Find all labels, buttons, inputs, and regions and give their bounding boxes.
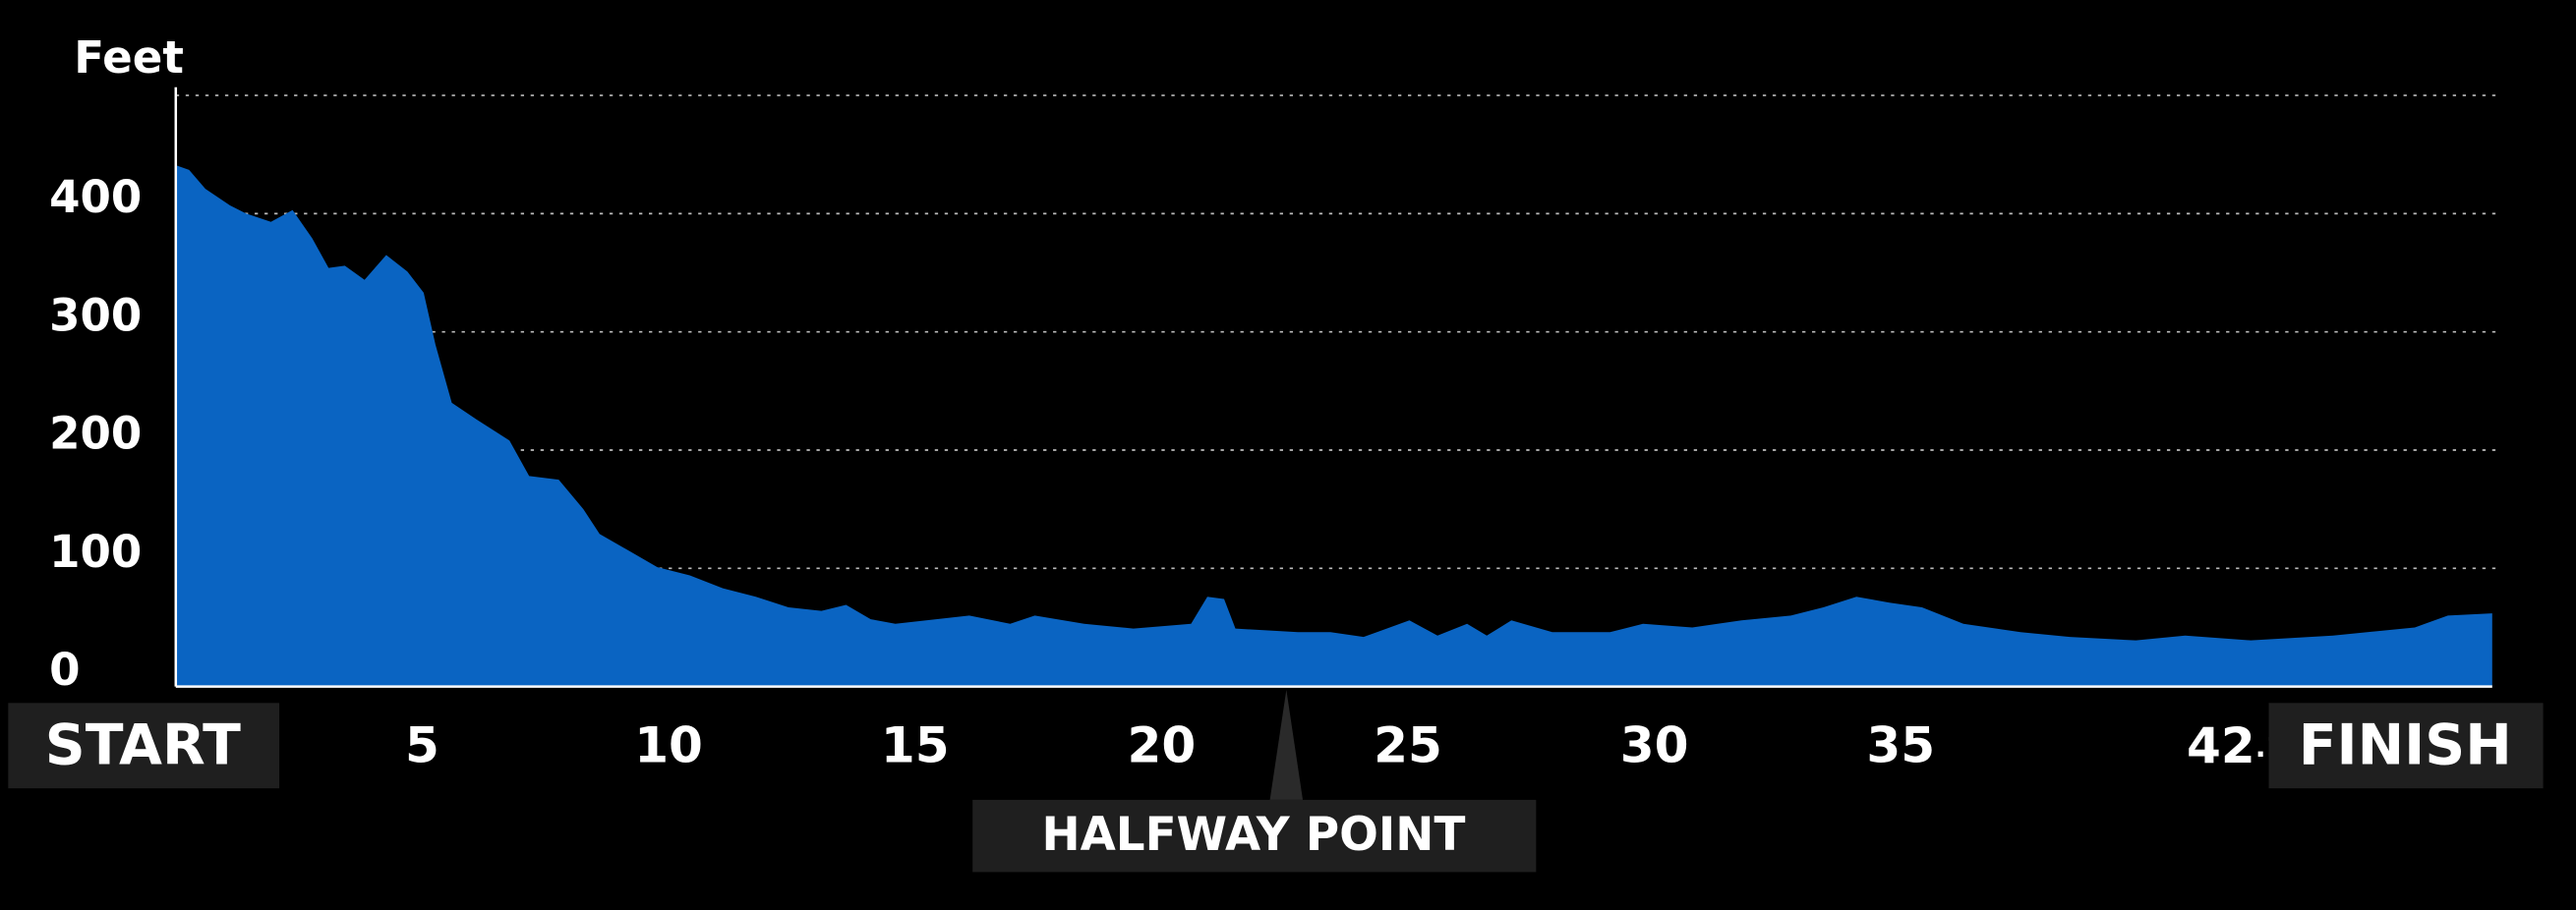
x-tick-label: 15 [881, 716, 950, 774]
x-tick-label: 35 [1866, 716, 1935, 774]
y-tick-label: 300 [49, 289, 142, 341]
finish-label: FINISH [2299, 713, 2512, 778]
x-tick-label: 20 [1127, 716, 1196, 774]
start-box [8, 703, 280, 789]
y-axis-label: Feet [74, 31, 184, 84]
x-tick-label: 10 [634, 716, 703, 774]
start-label: START [45, 713, 241, 778]
x-tick-label: 25 [1374, 716, 1442, 774]
y-tick-label: 100 [49, 526, 142, 578]
y-tick-label: 200 [49, 408, 142, 460]
halfway-pointer [1269, 689, 1304, 800]
x-tick-label: 30 [1620, 716, 1689, 774]
x-tick-label: 5 [405, 716, 439, 774]
y-tick-label: 400 [49, 171, 142, 223]
finish-box [2268, 703, 2544, 789]
halfway-label: HALFWAY POINT [1041, 809, 1465, 862]
elevation-area [175, 165, 2492, 687]
y-tick-label: 0 [49, 644, 80, 696]
halfway-box [972, 799, 1537, 873]
